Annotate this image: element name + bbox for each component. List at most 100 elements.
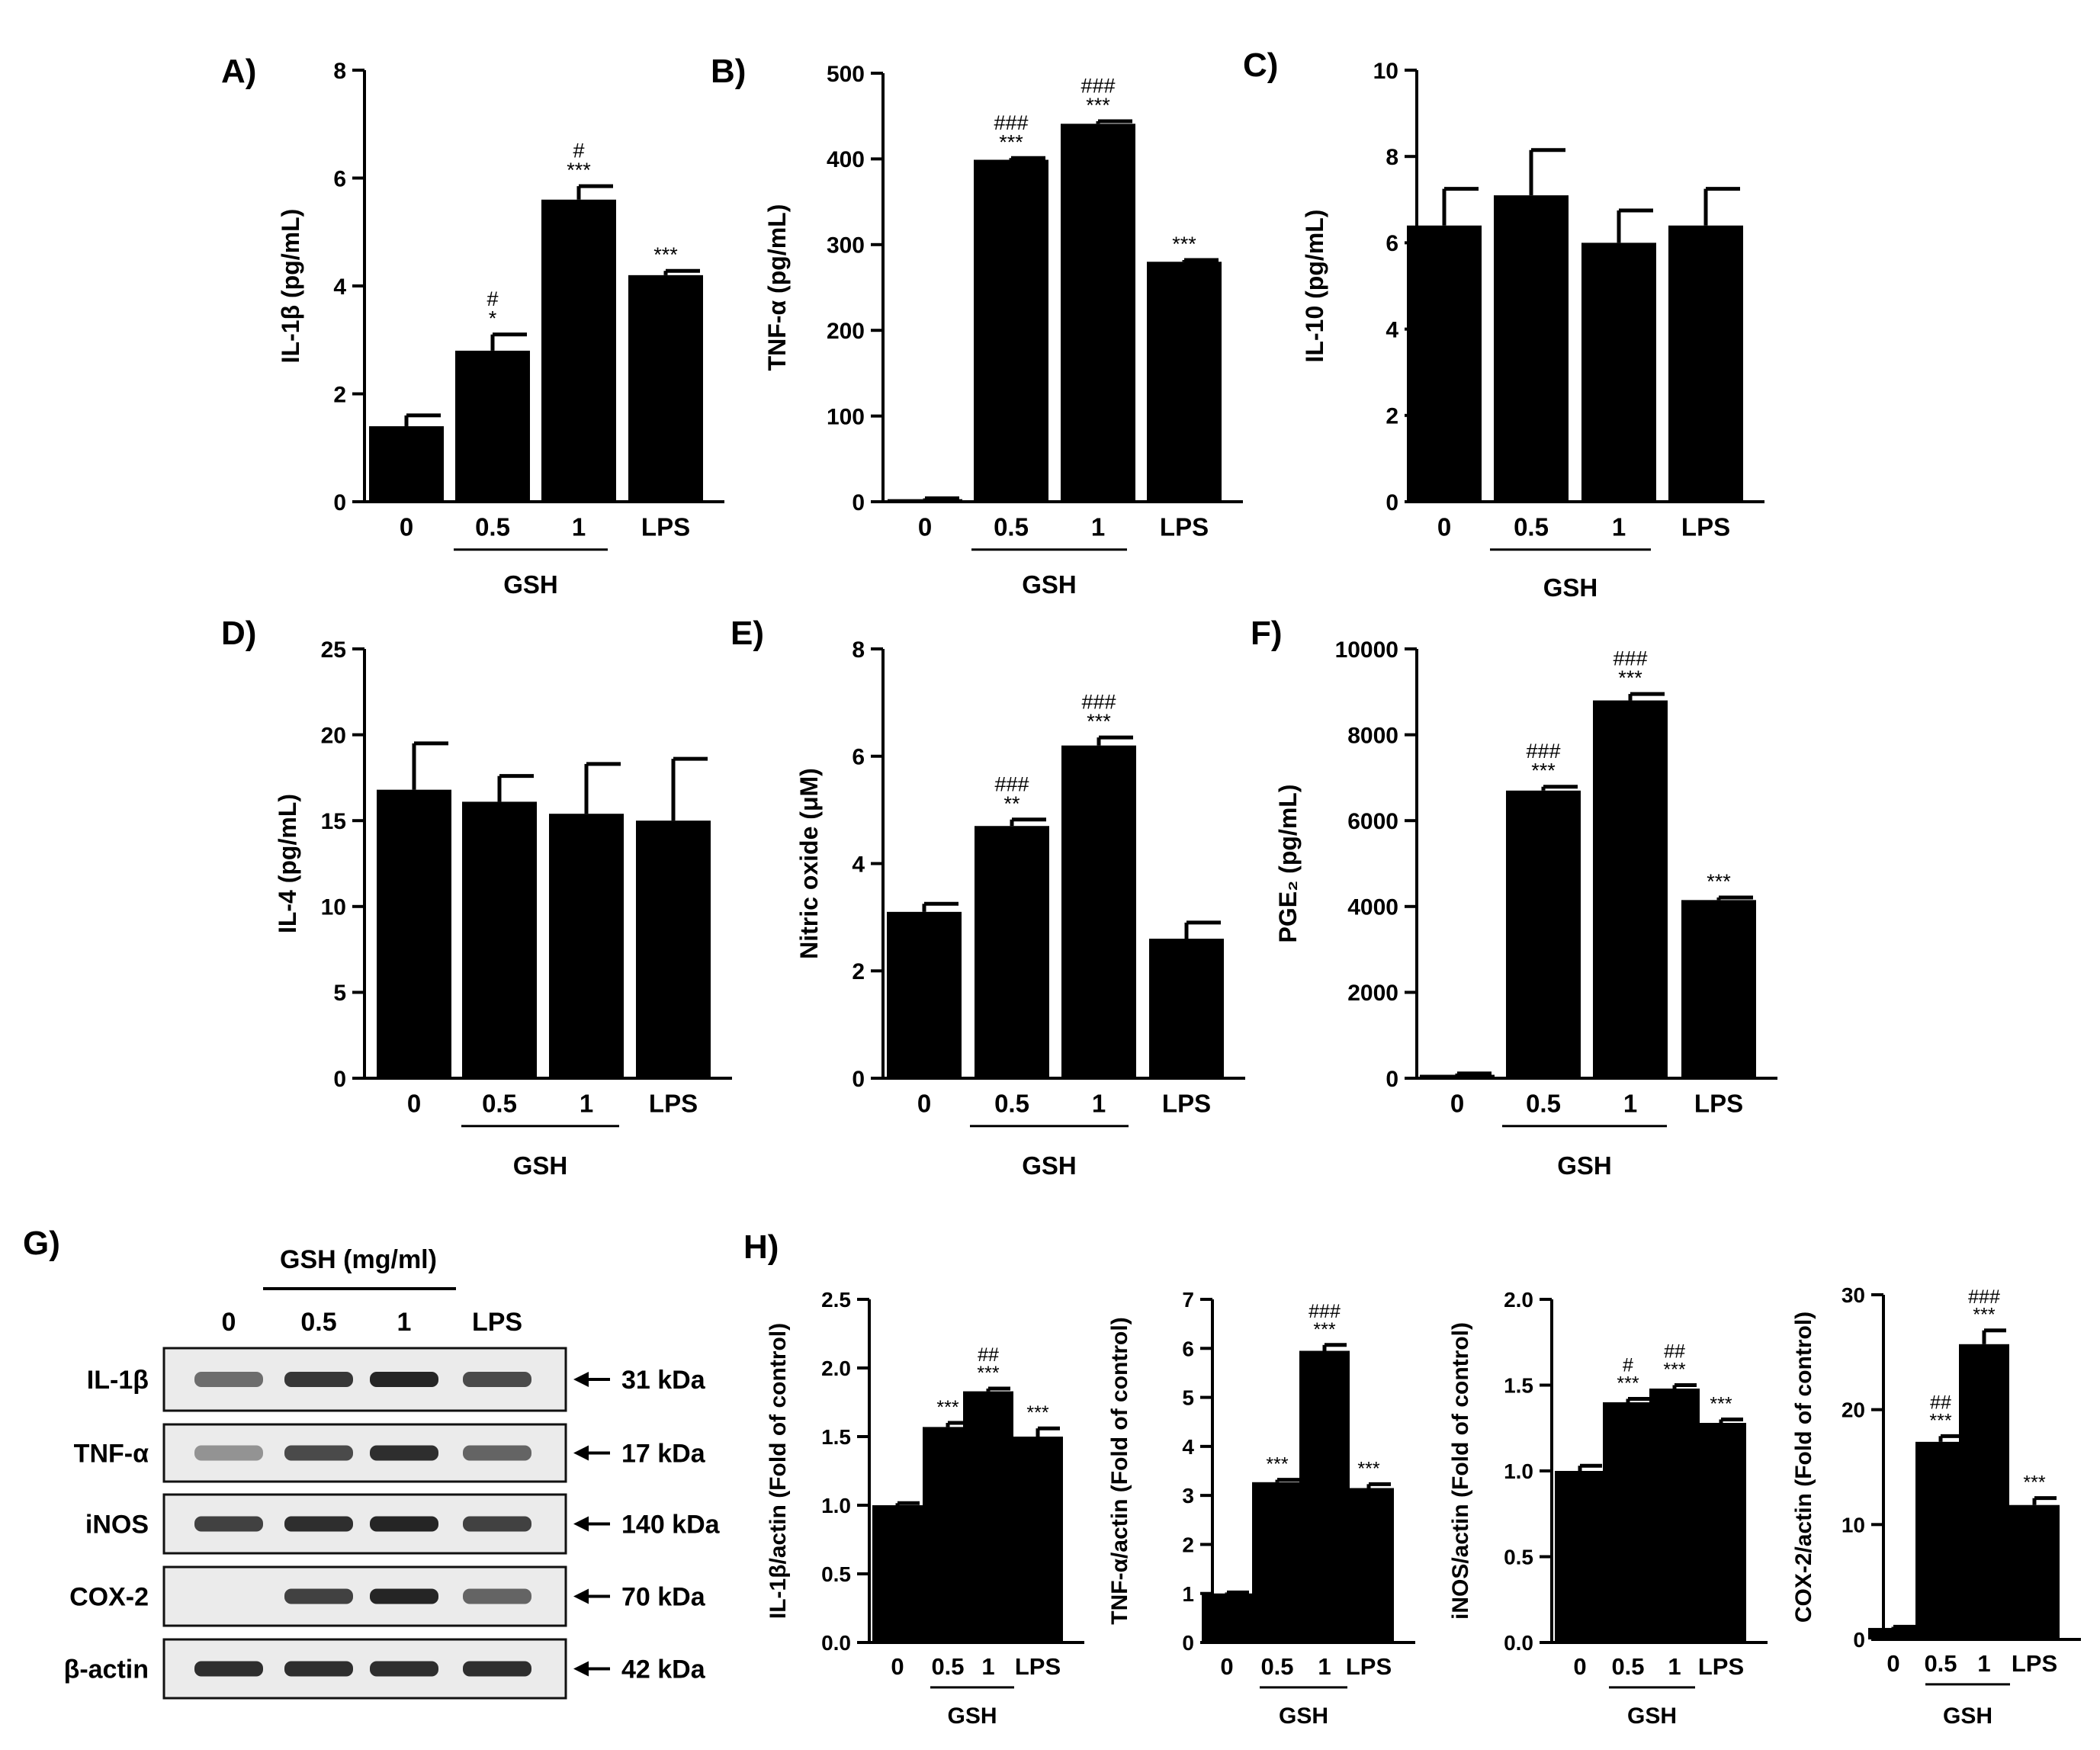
panel-H3: 0.0 0.5 1.0 1.5 2.0 iNOS/actin (Fold of contr… — [1448, 1288, 1768, 1729]
y-tick-label: 6 — [333, 166, 346, 191]
x-tick-label: 0.5 — [1260, 1653, 1293, 1680]
significance-marker: ## — [978, 1344, 999, 1366]
blot-row-3: COX-2 70 kDa — [69, 1565, 706, 1627]
y-tick-label: 1.5 — [1504, 1374, 1533, 1398]
y-tick-label: 0 — [1386, 490, 1398, 515]
x-tick-label: 0 — [1450, 1090, 1464, 1118]
kda-label: 140 kDa — [621, 1511, 721, 1540]
y-tick-label: 8 — [333, 59, 346, 84]
y-tick-label: 4 — [1182, 1435, 1194, 1459]
x-tick-label: 1 — [1623, 1090, 1637, 1118]
x-tick-label: 0 — [1886, 1650, 1899, 1677]
x-tick-label: 0 — [918, 513, 932, 541]
y-tick-label: 5 — [1182, 1386, 1194, 1410]
bar-0.5 — [1915, 1441, 1966, 1639]
bar-0 — [1868, 1627, 1919, 1639]
bar-0 — [377, 789, 451, 1078]
panel-C: C) 0 2 4 6 8 10 IL-10 (pg/mL) 0 0.5 1 LPS GSH — [1243, 47, 1764, 602]
arrow-head-icon — [573, 1372, 589, 1387]
bar-0 — [1555, 1471, 1605, 1642]
blot-row-2: iNOS 140 kDa — [85, 1493, 721, 1555]
panel-label: A) — [221, 53, 256, 90]
x-tick-label: 1 — [981, 1653, 994, 1680]
y-axis-label: TNF-α (pg/mL) — [763, 204, 791, 371]
panel-H4: 0 10 20 30 COX-2/actin (Fold of control) 0 0.5… — [1791, 1283, 2081, 1729]
y-tick-label: 15 — [321, 809, 346, 834]
y-tick-label: 1.0 — [821, 1494, 851, 1517]
bar-LPS — [1681, 900, 1756, 1078]
bar-LPS — [1149, 939, 1224, 1078]
group-label: GSH — [1557, 1151, 1612, 1180]
y-tick-label: 25 — [321, 637, 346, 663]
protein-label: IL-1β — [87, 1366, 149, 1395]
panel-F: F) 0 2000 4000 6000 8000 10000 PGE₂ (pg/mL) 0 0.5… — [1251, 615, 1777, 1180]
bar-1 — [541, 199, 616, 502]
y-tick-label: 7 — [1182, 1288, 1194, 1312]
group-label: GSH — [1543, 573, 1598, 602]
y-tick-label: 0 — [333, 1067, 346, 1092]
bar-0.5 — [462, 801, 537, 1078]
bar-1 — [1061, 124, 1135, 503]
group-label: GSH — [947, 1703, 997, 1729]
bar-0.5 — [974, 159, 1048, 503]
significance-marker: ### — [994, 111, 1028, 134]
x-tick-label: 0.5 — [1514, 513, 1549, 541]
bar-0.5 — [1603, 1402, 1653, 1642]
significance-marker: *** — [1087, 710, 1111, 733]
panel-label: F) — [1251, 615, 1283, 652]
significance-marker: *** — [1172, 233, 1196, 255]
band — [194, 1661, 263, 1677]
y-tick-label: 10 — [321, 895, 346, 920]
group-label: GSH — [1022, 570, 1077, 599]
lane-label: 0 — [222, 1308, 236, 1337]
y-tick-label: 200 — [827, 319, 865, 344]
y-tick-label: 10 — [1373, 59, 1398, 84]
band — [463, 1445, 531, 1461]
y-axis-label: COX-2/actin (Fold of control) — [1791, 1312, 1816, 1623]
group-label: GSH — [1022, 1151, 1077, 1180]
kda-label: 42 kDa — [621, 1655, 706, 1684]
bar-0 — [1420, 1074, 1495, 1078]
x-tick-label: LPS — [2012, 1650, 2057, 1677]
x-tick-label: 0 — [1573, 1653, 1586, 1680]
y-tick-label: 2 — [1182, 1533, 1194, 1557]
x-tick-label: 0 — [400, 513, 413, 541]
significance-marker: # — [1623, 1355, 1633, 1376]
significance-marker: ## — [1664, 1341, 1685, 1363]
y-tick-label: 0 — [1386, 1067, 1398, 1092]
y-tick-label: 1.5 — [821, 1425, 851, 1449]
y-tick-label: 2 — [333, 382, 346, 407]
significance-marker: *** — [1617, 1373, 1639, 1395]
significance-marker: ### — [1308, 1301, 1341, 1322]
y-axis-label: TNF-α/actin (Fold of control) — [1107, 1317, 1132, 1624]
y-tick-label: 5 — [333, 981, 346, 1006]
significance-marker: *** — [1929, 1410, 1951, 1431]
y-tick-label: 4 — [1386, 317, 1398, 342]
x-tick-label: 0.5 — [1924, 1650, 1957, 1677]
significance-marker: *** — [1531, 759, 1556, 782]
y-tick-label: 6 — [1182, 1337, 1194, 1360]
significance-marker: *** — [1618, 666, 1642, 689]
blot-row-4: β-actin 42 kDa — [64, 1638, 706, 1700]
x-tick-label: 0.5 — [475, 513, 510, 541]
kda-label: 70 kDa — [621, 1583, 706, 1612]
arrow-head-icon — [573, 1445, 589, 1461]
significance-marker: ### — [1613, 647, 1647, 670]
arrow-head-icon — [573, 1661, 589, 1677]
band — [284, 1516, 353, 1532]
protein-label: COX-2 — [69, 1583, 149, 1612]
x-tick-label: 0.5 — [482, 1090, 517, 1118]
significance-marker: *** — [1707, 870, 1731, 893]
bar-0.5 — [975, 826, 1049, 1078]
y-axis-label: IL-1β/actin (Fold of control) — [766, 1323, 791, 1619]
y-tick-label: 2000 — [1347, 981, 1398, 1006]
y-tick-label: 30 — [1842, 1283, 1865, 1307]
group-label: GSH — [1627, 1703, 1677, 1729]
bar-0 — [1202, 1593, 1252, 1642]
panel-label: G) — [23, 1225, 60, 1262]
band — [370, 1372, 438, 1387]
band — [194, 1372, 263, 1387]
significance-marker: *** — [1663, 1360, 1685, 1381]
bar-LPS — [628, 275, 703, 502]
y-tick-label: 8000 — [1347, 723, 1398, 748]
